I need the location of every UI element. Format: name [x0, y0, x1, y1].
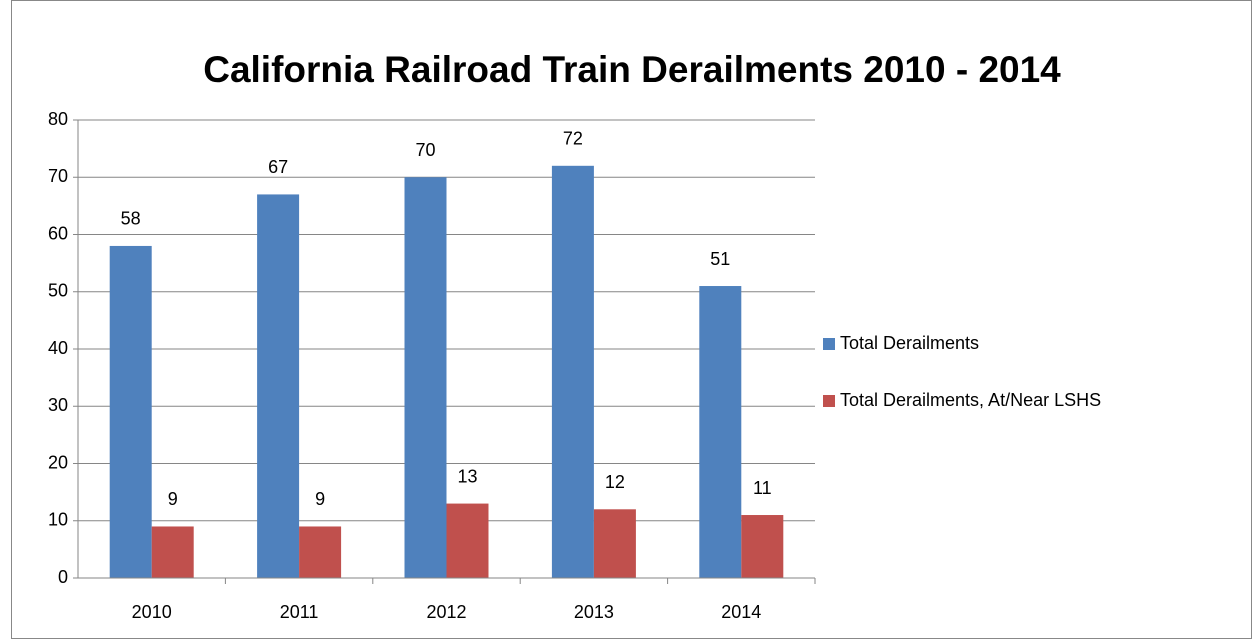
y-tick-label: 10 — [48, 510, 68, 530]
data-label: 67 — [268, 157, 288, 177]
data-label: 9 — [315, 489, 325, 509]
data-label: 51 — [710, 249, 730, 269]
x-tick-label: 2013 — [574, 602, 614, 622]
data-label: 13 — [457, 466, 477, 486]
legend-swatch — [823, 338, 835, 350]
bar — [551, 165, 594, 579]
bar — [404, 177, 447, 578]
y-tick-label: 50 — [48, 281, 68, 301]
data-label: 58 — [121, 209, 141, 229]
y-tick-label: 60 — [48, 223, 68, 243]
data-label: 9 — [168, 489, 178, 509]
x-tick-label: 2012 — [426, 602, 466, 622]
x-tick-label: 2010 — [132, 602, 172, 622]
legend-label: Total Derailments, At/Near LSHS — [840, 390, 1101, 410]
data-label: 12 — [605, 472, 625, 492]
y-tick-label: 40 — [48, 338, 68, 358]
y-tick-label: 20 — [48, 452, 68, 472]
chart-title: California Railroad Train Derailments 20… — [203, 49, 1061, 90]
y-tick-label: 0 — [58, 567, 68, 587]
bar — [299, 526, 342, 578]
legend-swatch — [823, 395, 835, 407]
y-tick-label: 80 — [48, 109, 68, 129]
bar — [446, 503, 489, 578]
bar — [257, 194, 300, 579]
legend-label: Total Derailments — [840, 333, 979, 353]
y-tick-label: 30 — [48, 395, 68, 415]
data-label: 70 — [415, 140, 435, 160]
y-tick-label: 70 — [48, 166, 68, 186]
data-label: 11 — [753, 478, 772, 498]
bar — [151, 526, 194, 578]
bar — [109, 245, 152, 578]
bar — [699, 286, 742, 578]
bar — [593, 509, 636, 578]
bar — [741, 515, 784, 578]
x-tick-label: 2014 — [721, 602, 761, 622]
x-tick-label: 2011 — [280, 602, 319, 622]
data-label: 72 — [563, 129, 583, 149]
